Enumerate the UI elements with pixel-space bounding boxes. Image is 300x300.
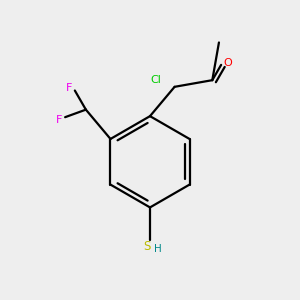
Text: O: O: [223, 58, 232, 68]
Text: H: H: [154, 244, 162, 254]
Text: F: F: [66, 82, 73, 93]
Text: F: F: [56, 115, 62, 124]
Text: Cl: Cl: [150, 75, 161, 85]
Text: S: S: [143, 240, 150, 253]
